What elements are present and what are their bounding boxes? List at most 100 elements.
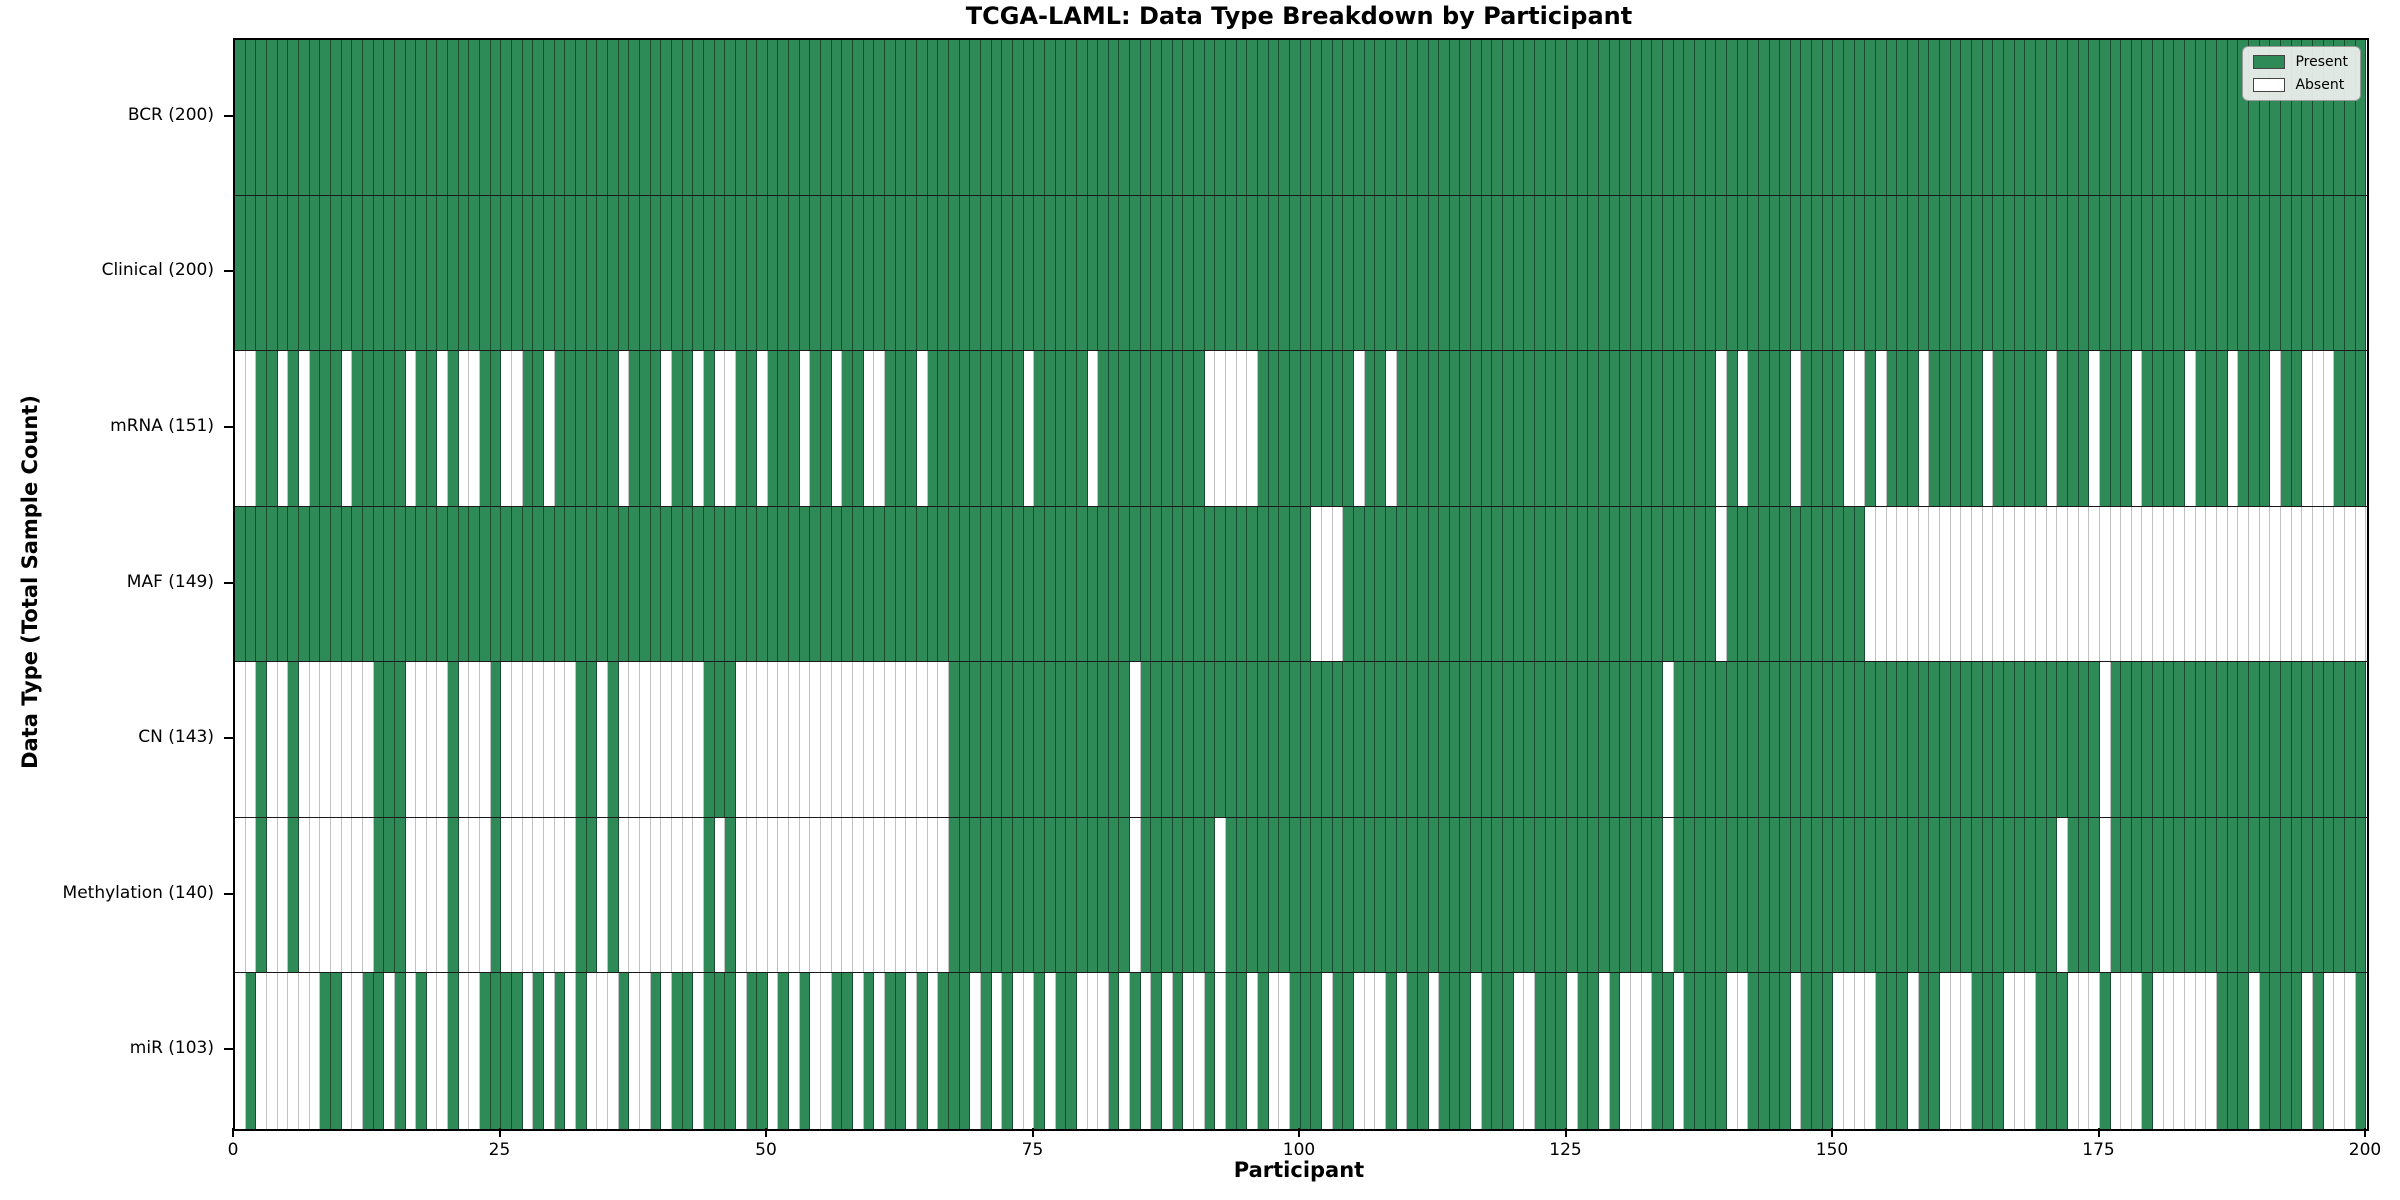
- cell-Clinical-185-present: [2206, 195, 2218, 351]
- cell-miR-7-absent: [309, 973, 321, 1129]
- cell-BCR-161-present: [1950, 40, 1962, 195]
- cell-CN-185-present: [2206, 662, 2218, 817]
- cell-Methylation-168-present: [2025, 817, 2036, 973]
- cell-BCR-44-present: [703, 40, 715, 195]
- cell-Clinical-142-present: [1748, 195, 1759, 351]
- cell-Methylation-172-present: [2067, 817, 2079, 973]
- cell-miR-166-absent: [2003, 973, 2015, 1129]
- cell-MAF-56-present: [831, 506, 843, 662]
- cell-MAF-141-present: [1737, 506, 1749, 662]
- x-tick-0: [232, 1128, 234, 1137]
- cell-Clinical-70-present: [980, 195, 992, 351]
- cell-MAF-8-present: [320, 506, 331, 662]
- cell-CN-161-present: [1950, 662, 1962, 817]
- cell-BCR-3-present: [266, 40, 278, 195]
- cell-Methylation-32-present: [576, 817, 587, 973]
- cell-BCR-139-present: [1716, 40, 1727, 195]
- cell-mRNA-87-present: [1162, 351, 1173, 506]
- cell-BCR-21-present: [458, 40, 470, 195]
- cell-mRNA-181-present: [2163, 351, 2175, 506]
- cell-mRNA-180-present: [2153, 351, 2164, 506]
- cell-BCR-63-present: [906, 40, 917, 195]
- cell-miR-3-absent: [266, 973, 278, 1129]
- cell-miR-114-present: [1449, 973, 1461, 1129]
- cell-CN-169-present: [2035, 662, 2047, 817]
- cell-MAF-107-present: [1375, 506, 1386, 662]
- cell-CN-135-present: [1673, 662, 1685, 817]
- cell-BCR-126-present: [1577, 40, 1589, 195]
- cell-miR-163-present: [1971, 973, 1983, 1129]
- cell-BCR-48-present: [746, 40, 758, 195]
- cell-Methylation-113-present: [1439, 817, 1450, 973]
- cell-MAF-87-present: [1162, 506, 1173, 662]
- cell-BCR-27-present: [522, 40, 534, 195]
- cell-miR-145-present: [1780, 973, 1791, 1129]
- cell-BCR-67-present: [948, 40, 960, 195]
- cell-CN-42-absent: [682, 662, 694, 817]
- cell-miR-132-absent: [1641, 973, 1653, 1129]
- cell-miR-45-present: [714, 973, 726, 1129]
- cell-Clinical-13-present: [373, 195, 385, 351]
- cell-BCR-0-present: [235, 40, 246, 195]
- x-tick-150: [1831, 1128, 1833, 1137]
- cell-Methylation-51-absent: [778, 817, 790, 973]
- cell-miR-29-absent: [544, 973, 555, 1129]
- cell-Clinical-121-present: [1524, 195, 1536, 351]
- cell-miR-4-absent: [277, 973, 289, 1129]
- cell-BCR-77-present: [1055, 40, 1067, 195]
- cell-Clinical-157-present: [1908, 195, 1919, 351]
- cell-Clinical-16-present: [405, 195, 417, 351]
- cell-CN-44-present: [703, 662, 715, 817]
- cell-miR-36-present: [618, 973, 630, 1129]
- cell-miR-170-present: [2046, 973, 2058, 1129]
- cell-Methylation-1-absent: [245, 817, 257, 973]
- cell-BCR-80-present: [1087, 40, 1099, 195]
- cell-Methylation-120-present: [1513, 817, 1525, 973]
- cell-miR-13-present: [373, 973, 385, 1129]
- cell-CN-3-absent: [266, 662, 278, 817]
- cell-BCR-193-present: [2291, 40, 2303, 195]
- cell-miR-66-present: [938, 973, 949, 1129]
- cell-CN-53-absent: [799, 662, 811, 817]
- cell-mRNA-197-present: [2334, 351, 2345, 506]
- cell-MAF-133-present: [1652, 506, 1663, 662]
- cell-CN-136-present: [1684, 662, 1695, 817]
- cell-mRNA-171-present: [2057, 351, 2068, 506]
- cell-Methylation-15-present: [394, 817, 406, 973]
- cell-miR-115-present: [1460, 973, 1472, 1129]
- cell-MAF-154-absent: [1876, 506, 1887, 662]
- cell-Methylation-39-absent: [650, 817, 662, 973]
- cell-Methylation-163-present: [1971, 817, 1983, 973]
- cell-miR-180-absent: [2153, 973, 2164, 1129]
- cell-Methylation-86-present: [1151, 817, 1163, 973]
- y-tick-miR: [224, 1048, 233, 1051]
- cell-BCR-57-present: [842, 40, 854, 195]
- cell-Clinical-199-present: [2355, 195, 2367, 351]
- cell-miR-141-absent: [1737, 973, 1749, 1129]
- cell-CN-56-absent: [831, 662, 843, 817]
- cell-BCR-59-present: [863, 40, 875, 195]
- cell-Clinical-184-present: [2195, 195, 2207, 351]
- cell-BCR-37-present: [629, 40, 640, 195]
- cell-MAF-47-present: [735, 506, 747, 662]
- cell-miR-5-absent: [288, 973, 299, 1129]
- cell-MAF-81-present: [1098, 506, 1109, 662]
- cell-mRNA-198-present: [2344, 351, 2356, 506]
- cell-miR-113-present: [1439, 973, 1450, 1129]
- cell-Methylation-140-present: [1726, 817, 1738, 973]
- cell-mRNA-91-absent: [1204, 351, 1216, 506]
- cell-CN-183-present: [2185, 662, 2196, 817]
- cell-mRNA-21-absent: [458, 351, 470, 506]
- cell-Clinical-12-present: [362, 195, 374, 351]
- cell-MAF-134-present: [1662, 506, 1674, 662]
- cell-CN-182-present: [2174, 662, 2186, 817]
- cell-Clinical-131-present: [1630, 195, 1642, 351]
- cell-BCR-18-present: [426, 40, 438, 195]
- cell-mRNA-153-present: [1865, 351, 1877, 506]
- cell-Methylation-170-present: [2046, 817, 2058, 973]
- cell-miR-73-absent: [1012, 973, 1024, 1129]
- cell-BCR-43-present: [693, 40, 704, 195]
- cell-Clinical-160-present: [1940, 195, 1951, 351]
- cell-miR-184-absent: [2195, 973, 2207, 1129]
- cell-miR-143-present: [1758, 973, 1770, 1129]
